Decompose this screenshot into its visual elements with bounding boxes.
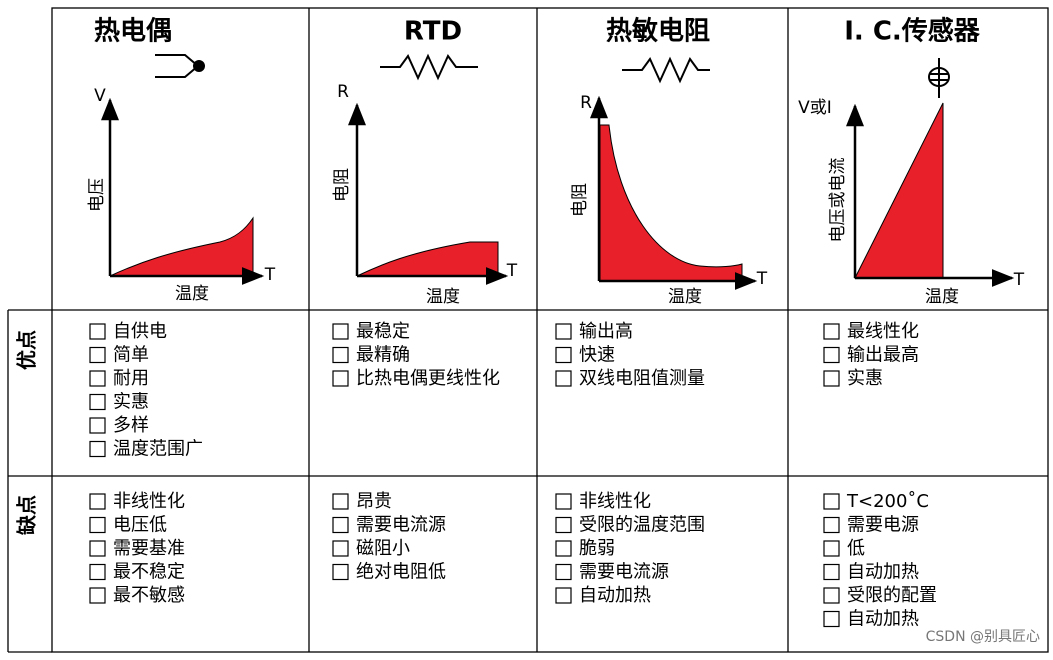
con-item: 需要电流源 <box>356 515 446 536</box>
checkbox <box>89 587 106 604</box>
checkbox <box>555 540 572 557</box>
pro-item: 输出高 <box>579 321 633 342</box>
column-title: 热电偶 <box>94 17 172 47</box>
checkbox <box>555 323 572 340</box>
pro-item: 最线性化 <box>847 321 919 342</box>
con-item: 受限的配置 <box>847 585 937 606</box>
pro-item: 简单 <box>113 345 149 366</box>
checkbox <box>823 587 840 604</box>
con-item: 脆弱 <box>579 538 615 559</box>
checkbox <box>555 587 572 604</box>
column-title: 热敏电阻 <box>606 17 710 47</box>
con-item: 非线性化 <box>113 491 185 512</box>
checkbox <box>823 516 840 534</box>
checkbox <box>823 370 840 387</box>
row-label: 缺点 <box>15 495 39 535</box>
y-axis-symbol: V <box>94 86 106 106</box>
checkbox <box>823 540 840 557</box>
sensor-symbols <box>155 53 950 98</box>
checkbox <box>823 493 840 510</box>
con-item: 绝对电阻低 <box>356 562 446 583</box>
row-label: 优点 <box>15 330 39 370</box>
con-item: 受限的温度范围 <box>579 515 705 536</box>
checkbox <box>89 323 106 340</box>
y-axis-symbol: R <box>580 93 592 113</box>
con-item: 自动加热 <box>847 609 919 630</box>
con-item: 磁阻小 <box>356 538 410 559</box>
column-title: I. C.传感器 <box>844 17 981 47</box>
x-axis-label: 温度 <box>426 287 460 307</box>
y-axis-symbol: V或I <box>798 98 832 118</box>
x-axis-symbol: T <box>506 261 518 281</box>
checkbox <box>823 346 840 364</box>
y-axis-label: 电压 <box>87 178 107 212</box>
checkbox <box>89 370 106 387</box>
checkbox <box>555 516 572 534</box>
checkbox <box>332 563 349 581</box>
con-item: 自动加热 <box>847 562 919 583</box>
pro-item: 实惠 <box>847 368 883 389</box>
con-item: 自动加热 <box>579 585 651 606</box>
checkbox <box>89 540 106 557</box>
checkbox <box>332 323 349 340</box>
x-axis-label: 温度 <box>668 287 702 307</box>
pro-item: 实惠 <box>113 392 149 413</box>
pro-item: 温度范围广 <box>113 439 203 460</box>
y-axis-label: 电压或电流 <box>828 158 848 243</box>
checkbox <box>332 516 349 534</box>
con-item: 低 <box>847 538 865 559</box>
y-axis-label: 电阻 <box>332 168 352 202</box>
checkbox <box>823 610 840 628</box>
con-item: T<200˚C <box>846 491 929 512</box>
x-axis-symbol: T <box>756 269 768 289</box>
checkbox <box>332 370 349 387</box>
checkbox <box>555 563 572 581</box>
pro-item: 快速 <box>579 345 615 366</box>
response-curves <box>109 102 944 282</box>
column-title: RTD <box>404 17 462 47</box>
checkbox <box>332 540 349 557</box>
con-item: 非线性化 <box>579 491 651 512</box>
checkbox <box>89 440 106 458</box>
checkbox <box>555 346 572 364</box>
pro-item: 比热电偶更线性化 <box>356 368 500 389</box>
x-axis-symbol: T <box>264 265 276 285</box>
checkbox <box>89 563 106 581</box>
x-axis-label: 温度 <box>925 287 959 307</box>
pro-item: 自供电 <box>113 321 167 342</box>
checkbox <box>555 370 572 387</box>
pro-item: 双线电阻值测量 <box>579 368 705 389</box>
checkbox <box>89 393 106 411</box>
checkbox <box>823 563 840 581</box>
pro-item: 多样 <box>113 415 149 436</box>
checkbox <box>89 417 106 434</box>
con-item: 需要基准 <box>113 538 185 559</box>
checkbox <box>332 346 349 364</box>
checkbox <box>89 493 106 510</box>
pro-item: 最稳定 <box>356 321 410 342</box>
checkbox <box>555 493 572 510</box>
con-item: 昂贵 <box>356 491 392 512</box>
checkbox <box>89 516 106 534</box>
pro-item: 输出最高 <box>847 345 919 366</box>
con-item: 最不稳定 <box>113 562 185 583</box>
checkbox <box>823 323 840 340</box>
table-grid <box>7 7 1049 653</box>
pro-item: 耐用 <box>113 368 149 389</box>
pro-item: 最精确 <box>356 345 410 366</box>
checkbox <box>332 493 349 510</box>
watermark: CSDN @别具匠心 <box>926 629 1040 645</box>
con-item: 需要电源 <box>847 515 919 536</box>
x-axis-label: 温度 <box>175 284 209 304</box>
y-axis-symbol: R <box>337 82 349 102</box>
con-item: 需要电流源 <box>579 562 669 583</box>
x-axis-symbol: T <box>1013 270 1025 290</box>
checkbox <box>89 346 106 364</box>
con-item: 电压低 <box>113 515 167 536</box>
y-axis-label: 电阻 <box>570 183 590 217</box>
con-item: 最不敏感 <box>113 585 185 606</box>
axes <box>101 95 1015 290</box>
